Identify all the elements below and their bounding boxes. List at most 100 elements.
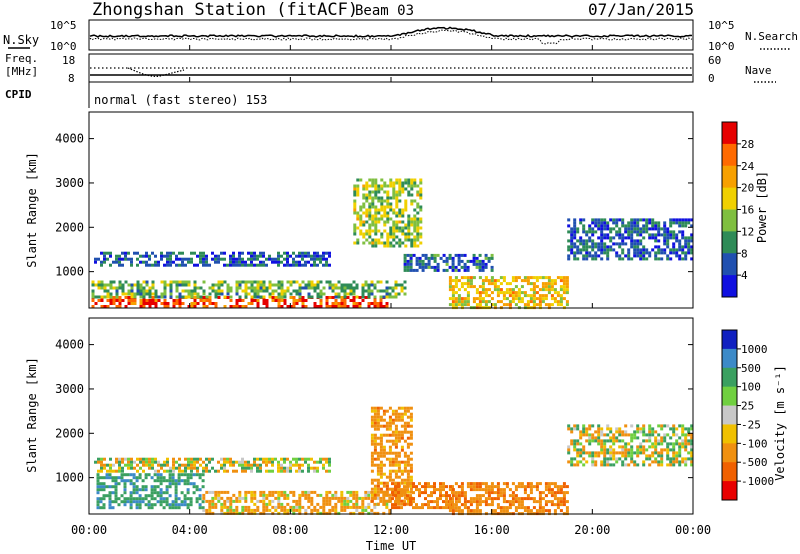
heatmap-cell [556, 497, 560, 501]
heatmap-cell [532, 291, 536, 295]
heatmap-cell [374, 205, 378, 209]
heatmap-cell [377, 190, 381, 194]
heatmap-cell [681, 230, 685, 234]
heatmap-cell [389, 217, 393, 221]
heatmap-cell [478, 303, 482, 307]
heatmap-cell [298, 499, 302, 503]
heatmap-cell [289, 254, 292, 258]
heatmap-cell [280, 280, 284, 284]
heatmap-cell [570, 239, 574, 243]
nsearch-label: N.Search [745, 30, 798, 43]
heatmap-cell [532, 303, 536, 307]
heatmap-cell [151, 286, 155, 290]
heatmap-cell [376, 415, 380, 419]
heatmap-cell [162, 497, 166, 501]
heatmap-cell [371, 205, 375, 209]
heatmap-cell [684, 445, 688, 449]
heatmap-cell [169, 260, 172, 264]
heatmap-cell [250, 493, 254, 497]
heatmap-cell [648, 233, 652, 237]
heatmap-cell [226, 289, 230, 293]
heatmap-cell [343, 305, 347, 308]
heatmap-cell [181, 283, 185, 287]
heatmap-cell [594, 451, 598, 455]
heatmap-cell [409, 490, 413, 494]
heatmap-cell [398, 220, 402, 224]
heatmap-cell [406, 494, 409, 498]
colorbar-frame [721, 329, 738, 501]
heatmap-cell [427, 256, 431, 260]
heatmap-cell [250, 299, 254, 302]
heatmap-cell [684, 254, 688, 258]
heatmap-cell [419, 193, 423, 197]
heatmap-cell [663, 448, 667, 452]
heatmap-cell [576, 460, 580, 464]
heatmap-cell [139, 289, 143, 293]
heatmap-cell [424, 488, 427, 492]
heatmap-cell [469, 500, 473, 504]
heatmap-cell [195, 497, 199, 501]
heatmap-cell [419, 226, 423, 230]
heatmap-cell [373, 484, 377, 488]
heatmap-cell [371, 184, 375, 188]
heatmap-cell [217, 499, 221, 503]
heatmap-cell [238, 499, 242, 503]
heatmap-cell [603, 242, 607, 246]
heatmap-cell [145, 457, 148, 461]
heatmap-cell [376, 481, 380, 485]
heatmap-cell [349, 511, 353, 515]
heatmap-cell [325, 502, 329, 506]
heatmap-cell [201, 473, 205, 477]
heatmap-cell [91, 280, 95, 284]
heatmap-cell [250, 257, 253, 261]
heatmap-cell [377, 187, 381, 191]
heatmap-cell [648, 254, 652, 258]
heatmap-cell [394, 463, 398, 467]
heatmap-cell [388, 463, 392, 467]
heatmap-cell [388, 451, 392, 455]
heatmap-cell [151, 466, 154, 470]
heatmap-cell [178, 251, 181, 255]
nsearch-trace [89, 29, 693, 45]
heatmap-cell [553, 485, 557, 489]
heatmap-cell [301, 463, 304, 467]
heatmap-cell [193, 296, 197, 299]
heatmap-cell [235, 260, 238, 264]
heatmap-cell [385, 493, 389, 497]
heatmap-cell [250, 263, 253, 267]
heatmap-cell [370, 442, 374, 446]
heatmap-cell [175, 460, 178, 464]
heatmap-cell [466, 291, 470, 295]
heatmap-cell [490, 279, 494, 283]
heatmap-cell [657, 251, 661, 255]
heatmap-cell [666, 245, 670, 249]
heatmap-cell [403, 485, 406, 489]
heatmap-cell [160, 463, 163, 467]
heatmap-cell [451, 485, 454, 489]
heatmap-cell [386, 244, 390, 248]
heatmap-cell [343, 299, 347, 302]
heatmap-cell [379, 445, 383, 449]
heatmap-cell [481, 285, 485, 289]
heatmap-cell [111, 476, 115, 480]
heatmap-cell [114, 491, 118, 495]
heatmap-cell [678, 463, 682, 467]
heatmap-cell [460, 253, 464, 257]
heatmap-cell [413, 229, 417, 233]
heatmap-cell [451, 506, 455, 510]
heatmap-cell [193, 251, 196, 255]
heatmap-cell [187, 305, 191, 308]
heatmap-cell [250, 463, 253, 467]
heatmap-cell [681, 433, 685, 437]
heatmap-cell [362, 223, 366, 227]
heatmap-cell [639, 248, 643, 252]
heatmap-cell [594, 257, 598, 261]
heatmap-cell [96, 479, 100, 483]
heatmap-cell [169, 289, 173, 293]
heatmap-cell [132, 497, 136, 501]
heatmap-cell [451, 262, 455, 266]
heatmap-cell [633, 463, 637, 467]
heatmap-cell [573, 448, 577, 452]
heatmap-cell [466, 294, 470, 298]
heatmap-cell [256, 257, 259, 261]
